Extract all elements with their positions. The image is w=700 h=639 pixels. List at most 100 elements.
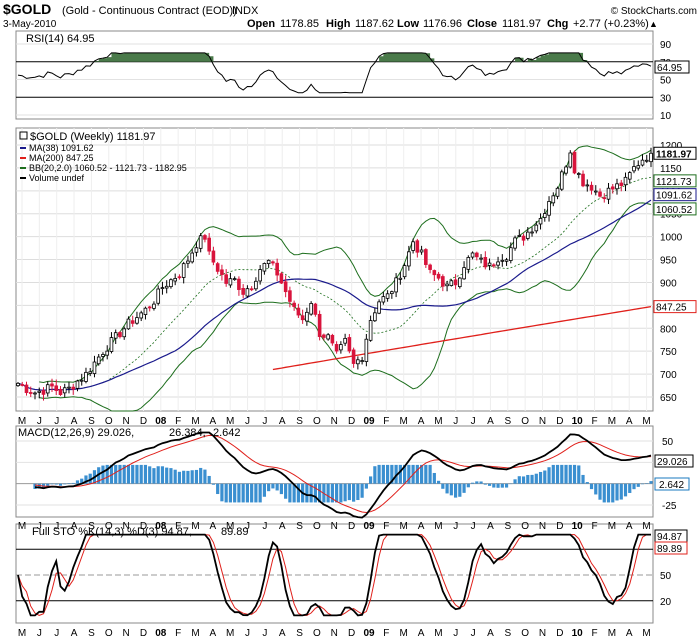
candle [50, 383, 54, 387]
month-tick: A [210, 416, 217, 427]
macd-hist-bar [415, 464, 419, 484]
month-tick: J [54, 416, 59, 427]
candle [538, 218, 543, 225]
month-tick: O [521, 416, 529, 427]
month-tick: M [642, 628, 650, 639]
macd-signal-label: 26.384, [169, 427, 206, 439]
month-tick: M [18, 628, 26, 639]
month-tick: J [262, 416, 267, 427]
candle [509, 247, 513, 261]
month-tick: D [140, 521, 147, 532]
macd-hist-bar [318, 483, 322, 503]
candle [305, 311, 309, 322]
candle [130, 320, 135, 324]
month-tick: F [383, 416, 389, 427]
macd-hist-bar [504, 483, 509, 488]
candle [207, 237, 211, 252]
macd-hist-bar [245, 483, 250, 503]
candle [394, 277, 398, 293]
candle [330, 334, 335, 344]
candle [164, 285, 169, 289]
macd-hist-bar [105, 464, 109, 484]
macd-hist-bar [330, 483, 334, 503]
candle [356, 359, 360, 365]
candle [237, 278, 241, 290]
macd-hist-bar [496, 483, 500, 488]
macd-hist-bar [143, 464, 148, 484]
price-tick: 750 [660, 347, 677, 358]
macd-hist-bar [118, 464, 122, 484]
macd-hist-bar [402, 464, 407, 484]
candle [627, 172, 632, 180]
candle [411, 241, 415, 251]
macd-hist-bar [619, 483, 623, 500]
macd-hist-bar [594, 483, 598, 495]
macd-hist-bar [356, 483, 360, 501]
macd-hist-bar [360, 483, 364, 498]
macd-hist-bar [538, 471, 543, 484]
macd-hist-bar [649, 481, 653, 484]
month-tick: N [539, 628, 546, 639]
candle [453, 279, 458, 286]
candle [92, 361, 97, 374]
month-tick: N [122, 521, 129, 532]
candle [249, 288, 254, 291]
candle [190, 252, 194, 263]
macd-hist-bar [186, 470, 190, 484]
candle [377, 301, 381, 314]
macd-hist-bar [432, 472, 436, 484]
macd-hist-bar [470, 482, 475, 484]
macd-hist-bar [436, 480, 441, 484]
month-tick: 09 [363, 416, 375, 427]
month-tick: N [331, 628, 338, 639]
month-tick: A [487, 416, 494, 427]
macd-hist-bar [148, 466, 152, 484]
candle [194, 247, 199, 253]
candle [24, 384, 29, 394]
rsi-panel: 9070503010 RSI(14) 64.95 64.95 [15, 30, 690, 122]
candle [105, 350, 110, 356]
candle [203, 235, 207, 240]
watermark: © StockCharts.com [611, 6, 697, 17]
macd-hist-bar [54, 483, 58, 485]
macd-hist-bar [37, 483, 41, 489]
candle [390, 291, 394, 295]
macd-hist-bar [173, 469, 177, 484]
month-tick: D [140, 416, 147, 427]
candle [598, 191, 602, 197]
month-tick: 10 [572, 416, 584, 427]
month-tick: F [175, 416, 181, 427]
month-tick: 10 [572, 628, 584, 639]
price-tag: 847.25 [656, 303, 687, 314]
month-tick: O [105, 416, 113, 427]
macd-hist-bar [441, 483, 445, 489]
candle [126, 318, 131, 330]
candle [67, 386, 71, 389]
candle [521, 235, 526, 241]
macd-hist-bar [50, 483, 54, 485]
month-tick: N [122, 416, 129, 427]
macd-hist-bar [632, 483, 636, 490]
candle [79, 379, 84, 382]
candle [483, 257, 488, 268]
month-tick: S [88, 416, 95, 427]
price-tag: 1121.73 [656, 177, 692, 188]
candle [292, 302, 296, 307]
month-tick: J [245, 628, 250, 639]
month-tick: M [191, 416, 199, 427]
macd-hist-bar [241, 483, 245, 503]
month-tick: F [383, 628, 389, 639]
price-tag: 1181.97 [656, 149, 692, 160]
close-label: Close [467, 18, 497, 30]
month-tick: A [418, 521, 425, 532]
macd-hist-bar [250, 483, 254, 503]
month-tick: O [313, 628, 321, 639]
month-tick: M [642, 521, 650, 532]
candle [271, 261, 275, 264]
price-legend-item: Volume undef [29, 173, 85, 183]
candle [279, 273, 284, 284]
candle [160, 287, 165, 289]
macd-hist-bar [364, 483, 368, 489]
candle [211, 250, 216, 263]
